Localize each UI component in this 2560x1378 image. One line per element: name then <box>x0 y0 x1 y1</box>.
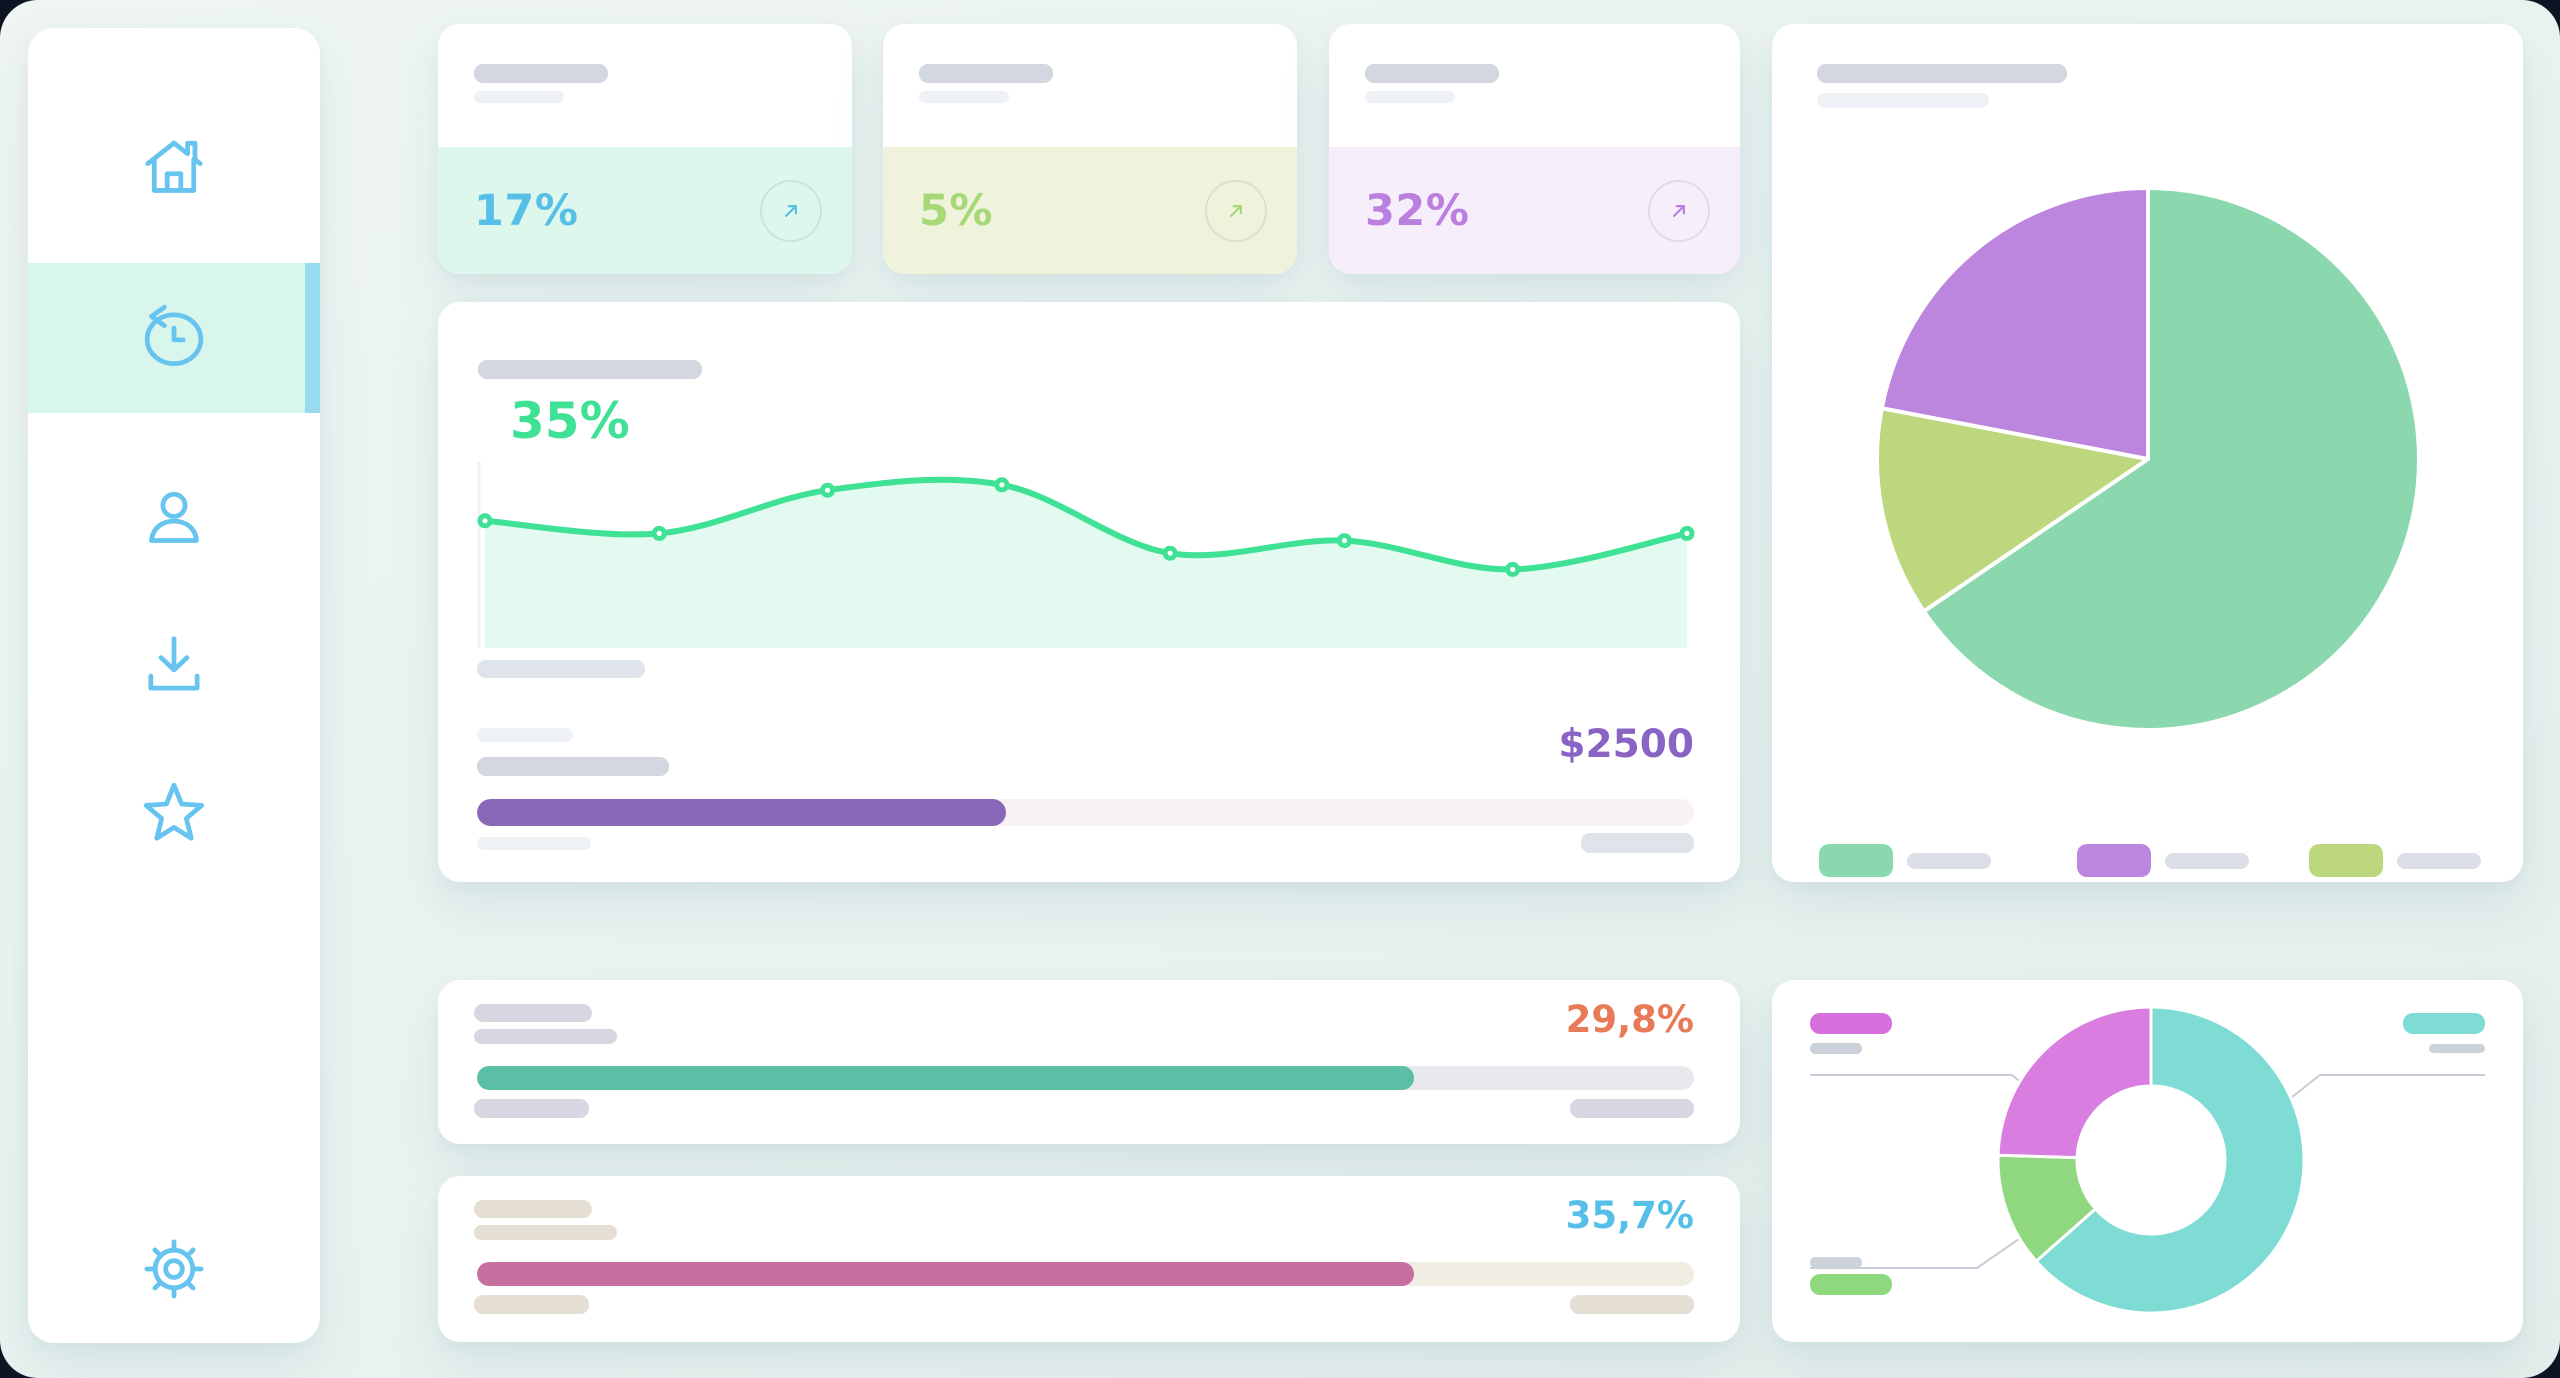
skeleton-footnote-right <box>1570 1099 1694 1118</box>
legend-label-skeleton <box>1907 852 1991 869</box>
sidebar-item-downloads[interactable] <box>28 623 320 707</box>
legend-label-skeleton <box>2165 852 2249 869</box>
skeleton-caption <box>477 660 645 678</box>
legend-item <box>2309 844 2481 877</box>
skeleton-subtitle <box>919 91 1009 103</box>
legend-item <box>1819 844 1991 877</box>
sidebar-item-settings[interactable] <box>28 1227 320 1311</box>
trend-chart-card: 35% $2500 <box>438 302 1740 882</box>
metric-progress-bar <box>477 1262 1694 1286</box>
budget-progress-fill <box>477 799 1007 826</box>
sidebar-item-history[interactable] <box>28 263 320 413</box>
pie-chart <box>1875 186 2421 732</box>
callout-pill-top-left <box>1810 1013 1892 1034</box>
callout-skeleton-bottom-left <box>1810 1257 1862 1268</box>
active-indicator <box>305 263 320 413</box>
skeleton-subtitle <box>1365 91 1455 103</box>
skeleton-label <box>477 757 669 776</box>
skeleton-title <box>1817 64 2067 83</box>
stat-card-2: 5% <box>883 24 1297 274</box>
stat-panel: 17% <box>438 147 852 274</box>
trend-button[interactable] <box>760 179 822 242</box>
skeleton-footnote-left <box>474 1099 589 1118</box>
skeleton-title <box>474 1004 592 1022</box>
metric-progress-fill <box>477 1262 1415 1286</box>
user-icon <box>149 491 199 543</box>
skeleton-title <box>1365 64 1499 83</box>
skeleton-subtitle <box>474 91 564 103</box>
skeleton-subtitle <box>474 1225 617 1240</box>
stat-value: 17% <box>474 185 579 236</box>
skeleton-title <box>919 64 1053 83</box>
callout-skeleton-top-left <box>1810 1043 1862 1054</box>
metric-progress-bar <box>477 1066 1694 1090</box>
donut-chart-card <box>1772 980 2523 1342</box>
history-icon <box>144 304 204 366</box>
stat-card-3: 32% <box>1329 24 1740 274</box>
skeleton-subtitle <box>474 1029 617 1044</box>
star-icon <box>143 782 205 841</box>
download-icon <box>148 636 200 691</box>
arrow-up-right-icon <box>785 204 797 217</box>
skeleton-subtitle <box>1817 93 1989 108</box>
legend-swatch <box>2309 844 2383 877</box>
legend-item <box>2077 844 2249 877</box>
stat-value: 5% <box>919 185 994 236</box>
home-icon <box>145 140 203 193</box>
pie-chart-card <box>1772 24 2523 882</box>
callout-skeleton-top-right <box>2429 1044 2485 1053</box>
gear-icon <box>144 1239 204 1299</box>
stat-card-1: 17% <box>438 24 852 274</box>
skeleton-footnote-right <box>1570 1295 1694 1314</box>
legend-swatch <box>1819 844 1893 877</box>
trend-button[interactable] <box>1205 179 1267 242</box>
sidebar-item-profile[interactable] <box>28 476 320 560</box>
skeleton-footnote-left <box>474 1295 589 1314</box>
legend-swatch <box>2077 844 2151 877</box>
skeleton-title <box>474 64 608 83</box>
stat-panel: 5% <box>883 147 1297 274</box>
metric-value: 35,7% <box>1565 1194 1694 1237</box>
sidebar-item-favorites[interactable] <box>28 770 320 854</box>
donut-chart <box>1810 1005 2485 1315</box>
metric-value: 29,8% <box>1565 998 1694 1041</box>
metric-progress-fill <box>477 1066 1415 1090</box>
arrow-up-right-icon <box>1230 204 1242 217</box>
skeleton-footnote-right <box>1581 833 1694 853</box>
skeleton-title <box>478 360 702 379</box>
skeleton-label-small <box>477 728 573 742</box>
callout-pill-top-right <box>2403 1013 2485 1034</box>
skeleton-title <box>474 1200 592 1218</box>
trend-button[interactable] <box>1648 179 1710 242</box>
stat-panel: 32% <box>1329 147 1740 274</box>
sidebar <box>28 28 320 1343</box>
trend-value: 35% <box>510 392 630 450</box>
metric-card-1: 29,8% <box>438 980 1740 1144</box>
amount-value: $2500 <box>1558 722 1694 767</box>
skeleton-footnote-left <box>477 837 591 850</box>
legend-label-skeleton <box>2397 852 2481 869</box>
sidebar-item-home[interactable] <box>28 125 320 209</box>
arrow-up-right-icon <box>1673 204 1685 217</box>
stat-value: 32% <box>1365 185 1470 236</box>
area-chart <box>477 462 1695 648</box>
budget-progress-bar <box>477 799 1694 826</box>
callout-pill-bottom-left <box>1810 1274 1892 1295</box>
metric-card-2: 35,7% <box>438 1176 1740 1342</box>
